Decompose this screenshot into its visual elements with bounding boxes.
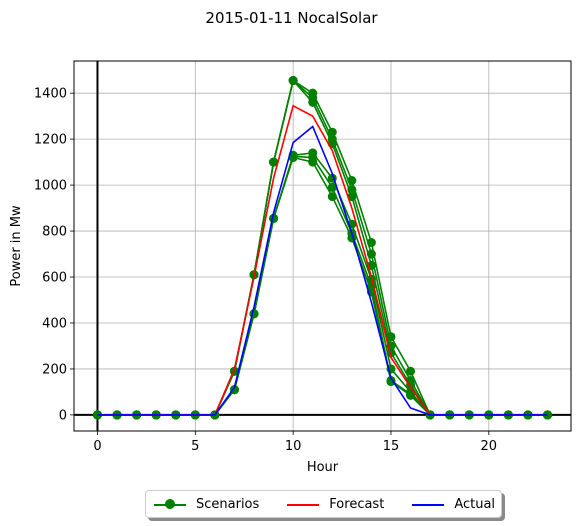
legend-label-actual: Actual [454,496,496,512]
x-tick-label: 20 [481,439,498,454]
data-point [406,390,416,400]
y-axis-label: Power in Mw [9,205,24,287]
series-line-scenario-4 [97,155,548,416]
legend-item-forecast: Forecast [287,497,384,512]
x-axis-ticks: 0 5 10 15 20 [93,431,497,454]
y-tick-label: 200 [42,362,67,377]
legend-label-scenarios: Scenarios [196,496,260,512]
data-point [288,76,298,86]
y-axis-ticks: 0 200 400 600 800 1000 1200 1400 [34,87,74,423]
legend: Scenarios Forecast Actual [145,490,502,518]
y-tick-label: 1200 [34,133,67,148]
x-tick-label: 15 [383,439,400,454]
series-line-scenario-3 [97,152,548,416]
data-point [269,157,279,167]
y-tick-label: 0 [59,408,67,423]
legend-swatch-scenarios [154,497,186,511]
series-line-scenarios [97,79,548,416]
series-group [92,76,553,420]
legend-label-forecast: Forecast [329,496,385,512]
y-tick-label: 800 [42,225,67,240]
x-tick-label: 10 [285,439,302,454]
data-point [327,182,337,192]
x-axis-label: Hour [307,460,339,475]
x-tick-label: 5 [191,439,199,454]
data-point [308,157,318,167]
plot-frame [73,60,572,432]
legend-swatch-actual [412,497,445,511]
y-tick-label: 600 [42,271,67,286]
series-line-scenario-2 [97,78,548,416]
series-line-actual [97,125,548,416]
series-line-scenario-1 [97,79,548,416]
data-point [386,377,396,387]
y-tick-label: 1000 [34,179,67,194]
series-line-scenario-5 [97,156,548,416]
data-point [347,192,357,202]
reference-lines [74,61,571,431]
x-tick-label: 0 [93,439,101,454]
y-tick-label: 1400 [34,87,67,102]
data-point [327,192,337,202]
legend-item-scenarios: Scenarios [154,497,259,512]
grid-lines [74,61,571,431]
legend-swatch-forecast [287,497,320,511]
chart-title: 2015-01-11 NocalSolar [205,9,378,27]
data-point [308,97,318,107]
data-point [288,153,298,163]
legend-item-actual: Actual [412,497,495,512]
data-point [406,366,416,376]
series-line-forecast [97,104,548,416]
y-tick-label: 400 [42,316,67,331]
